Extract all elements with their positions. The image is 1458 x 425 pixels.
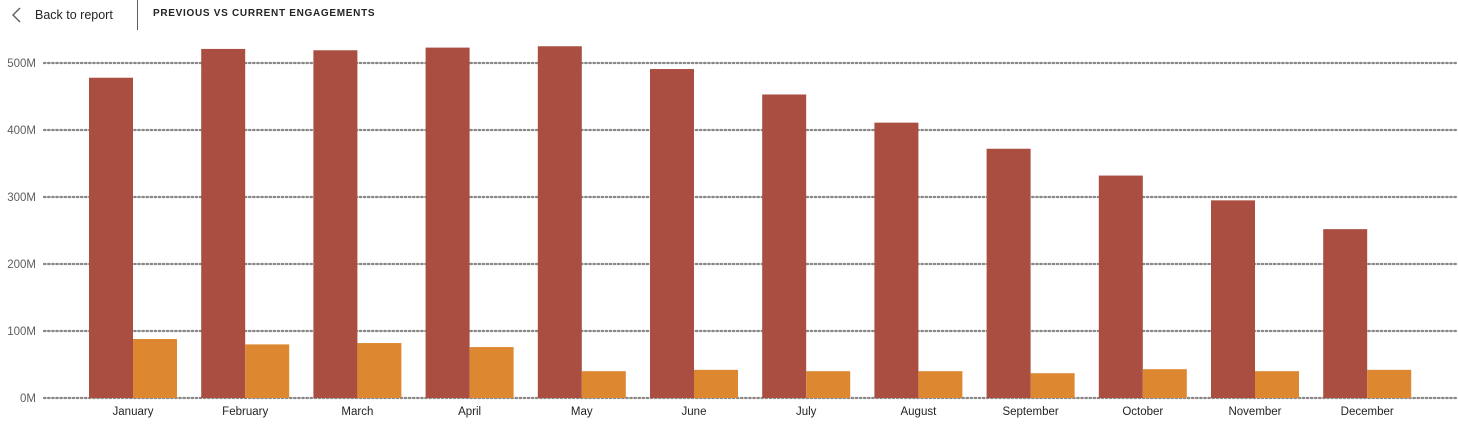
bar-series-1[interactable] bbox=[1211, 200, 1255, 398]
bar-series-2[interactable] bbox=[1142, 369, 1187, 398]
bar-series-2[interactable] bbox=[918, 371, 963, 398]
bar-series-2[interactable] bbox=[133, 339, 177, 398]
x-axis: January February March April May June July Augu… bbox=[113, 406, 1394, 418]
bar-series-1[interactable] bbox=[762, 94, 807, 399]
bar-series-2[interactable] bbox=[694, 369, 738, 398]
y-tick-label: 400M bbox=[7, 125, 36, 137]
x-tick-label: May bbox=[571, 406, 593, 418]
bar-series-2[interactable] bbox=[357, 343, 402, 398]
bar-series-2[interactable] bbox=[1255, 371, 1299, 398]
bar-series-1[interactable] bbox=[1323, 229, 1368, 398]
y-tick-label: 500M bbox=[7, 58, 36, 70]
bar-series-1[interactable] bbox=[537, 46, 582, 398]
bar-series-2[interactable] bbox=[1367, 369, 1412, 398]
y-tick-label: 100M bbox=[7, 326, 36, 338]
x-tick-label: July bbox=[796, 406, 817, 418]
x-tick-label: November bbox=[1228, 406, 1281, 418]
x-tick-label: October bbox=[1122, 406, 1163, 418]
bar-series-2[interactable] bbox=[806, 371, 851, 398]
page-title: PREVIOUS VS CURRENT ENGAGEMENTS bbox=[153, 8, 376, 19]
y-tick-label: 200M bbox=[7, 259, 36, 271]
back-to-report-label: Back to report bbox=[35, 8, 113, 22]
x-tick-label: March bbox=[341, 406, 373, 418]
y-tick-label: 300M bbox=[7, 192, 36, 204]
bar-series-2[interactable] bbox=[245, 344, 290, 398]
top-bar: Back to report PREVIOUS VS CURRENT ENGAG… bbox=[0, 0, 1458, 30]
x-tick-label: December bbox=[1341, 406, 1394, 418]
x-tick-label: April bbox=[458, 406, 481, 418]
bar-series-1[interactable] bbox=[425, 47, 470, 399]
bars bbox=[89, 46, 1412, 399]
back-to-report-button[interactable]: Back to report bbox=[10, 0, 113, 30]
x-tick-label: February bbox=[222, 406, 268, 418]
bar-series-1[interactable] bbox=[874, 122, 919, 398]
bar-series-2[interactable] bbox=[1030, 373, 1075, 398]
bar-series-1[interactable] bbox=[650, 69, 694, 398]
x-tick-label: September bbox=[1002, 406, 1058, 418]
x-tick-label: January bbox=[113, 406, 154, 418]
x-tick-label: June bbox=[682, 406, 707, 418]
y-axis: 0M 100M 200M 300M 400M 500M bbox=[7, 58, 36, 405]
bar-series-1[interactable] bbox=[201, 48, 246, 399]
bar-series-1[interactable] bbox=[89, 77, 133, 399]
header-divider bbox=[137, 0, 138, 30]
bar-series-1[interactable] bbox=[986, 148, 1031, 398]
x-tick-label: August bbox=[900, 406, 937, 418]
bar-series-1[interactable] bbox=[1098, 175, 1143, 398]
y-tick-label: 0M bbox=[20, 393, 36, 405]
chevron-left-icon bbox=[10, 6, 22, 24]
bar-series-1[interactable] bbox=[313, 50, 358, 399]
bar-series-2[interactable] bbox=[469, 347, 514, 398]
bar-series-2[interactable] bbox=[581, 371, 626, 398]
